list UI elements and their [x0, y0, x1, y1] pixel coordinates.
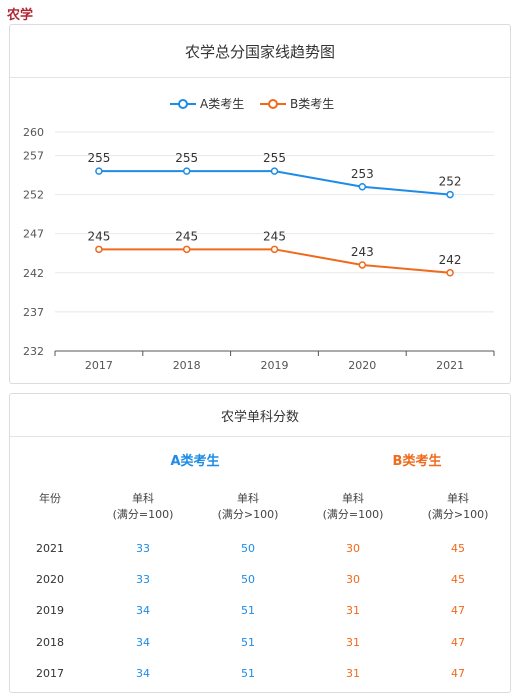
x-tick-label: 2019 — [261, 359, 289, 372]
legend-label: A类考生 — [200, 97, 244, 111]
data-label: 243 — [351, 245, 374, 259]
cell-a-over100: 50 — [241, 542, 255, 555]
cell-a-100: 34 — [136, 604, 150, 617]
data-label: 245 — [263, 229, 286, 243]
cell-a-over100: 51 — [241, 636, 255, 649]
table-title-bar: 农学单科分数 — [10, 394, 510, 437]
data-point — [95, 245, 103, 254]
data-label: 255 — [263, 151, 286, 165]
data-label: 255 — [87, 151, 110, 165]
legend-label: B类考生 — [290, 97, 334, 111]
table-row: 2021 33 50 30 45 — [10, 542, 510, 562]
data-label: 245 — [87, 229, 110, 243]
chart-card: 农学总分国家线趋势图 A类考生 B类考生 232 237 242 247 252 257 260… — [9, 24, 511, 384]
header-a-over100: 单科 (满分>100) — [208, 491, 288, 523]
table-title: 农学单科分数 — [220, 409, 299, 425]
page-label: 农学 — [7, 8, 34, 23]
cell-year: 2018 — [36, 636, 64, 649]
header-line1: 单科 — [447, 492, 469, 505]
header-line2: (满分=100) — [322, 508, 384, 521]
y-tick-label: 242 — [23, 267, 44, 280]
header-b-100: 单科 (满分=100) — [313, 491, 393, 523]
table-header-row: 年份 单科 (满分=100) 单科 (满分>100) 单科 (满分=100) 单… — [10, 491, 510, 527]
data-label: 253 — [351, 167, 374, 181]
header-line1: 单科 — [132, 492, 154, 505]
header-line1: 年份 — [39, 492, 61, 505]
y-tick-label: 257 — [23, 149, 44, 162]
data-point — [358, 183, 367, 191]
cell-b-over100: 47 — [451, 667, 465, 680]
line-chart: A类考生 B类考生 232 237 242 247 252 257 260 2017 2018 201… — [23, 97, 495, 372]
data-point — [446, 190, 454, 199]
x-tick-label: 2021 — [436, 359, 464, 372]
data-point — [270, 167, 279, 175]
cell-a-over100: 51 — [241, 604, 255, 617]
group-a-label: A类考生 — [170, 454, 220, 469]
header-line1: 单科 — [342, 492, 364, 505]
data-point — [182, 245, 191, 254]
cell-b-over100: 45 — [451, 573, 465, 586]
header-a-100: 单科 (满分=100) — [103, 491, 183, 523]
cell-b-100: 30 — [346, 542, 360, 555]
cell-a-over100: 50 — [241, 573, 255, 586]
cell-a-100: 34 — [136, 667, 150, 680]
y-tick-label: 232 — [23, 345, 44, 358]
cell-year: 2020 — [36, 573, 64, 586]
data-point — [446, 269, 454, 277]
table-row: 2020 33 50 30 45 — [10, 573, 510, 593]
chart-title: 农学总分国家线趋势图 — [184, 42, 335, 61]
cell-b-over100: 47 — [451, 636, 465, 649]
cell-a-over100: 51 — [241, 667, 255, 680]
header-year: 年份 — [10, 491, 90, 507]
x-tick-label: 2018 — [173, 359, 201, 372]
y-tick-label: 247 — [23, 228, 44, 241]
x-tick-label: 2017 — [85, 359, 113, 372]
cell-year: 2021 — [36, 542, 64, 555]
table-row: 2018 34 51 31 47 — [10, 636, 510, 656]
group-header-row: A类考生 B类考生 — [10, 450, 510, 470]
legend-marker — [178, 99, 188, 109]
cell-year: 2017 — [36, 667, 64, 680]
y-tick-label: 260 — [23, 126, 44, 139]
data-label: 255 — [175, 151, 198, 165]
cell-a-100: 34 — [136, 636, 150, 649]
y-tick-label: 252 — [23, 189, 44, 202]
cell-b-100: 31 — [346, 604, 360, 617]
cell-a-100: 33 — [136, 542, 150, 555]
cell-b-over100: 45 — [451, 542, 465, 555]
data-point — [95, 167, 103, 175]
cell-b-over100: 47 — [451, 604, 465, 617]
table-row: 2017 34 51 31 47 — [10, 667, 510, 687]
header-line2: (满分>100) — [427, 508, 489, 521]
header-line2: (满分>100) — [217, 508, 279, 521]
data-label: 242 — [439, 253, 462, 267]
data-point — [358, 261, 367, 269]
x-tick-label: 2020 — [348, 359, 376, 372]
chart-title-bar: 农学总分国家线趋势图 — [10, 25, 510, 78]
table-row: 2019 34 51 31 47 — [10, 604, 510, 624]
header-b-over100: 单科 (满分>100) — [418, 491, 498, 523]
cell-b-100: 30 — [346, 573, 360, 586]
data-point — [270, 245, 279, 254]
group-b-label: B类考生 — [392, 454, 442, 469]
header-line2: (满分=100) — [112, 508, 174, 521]
data-label: 245 — [175, 229, 198, 243]
y-tick-label: 237 — [23, 306, 44, 319]
score-table-card: 农学单科分数 A类考生 B类考生 年份 单科 (满分=100) 单科 (满分>1… — [9, 393, 511, 693]
data-point — [182, 167, 191, 175]
cell-a-100: 33 — [136, 573, 150, 586]
header-line1: 单科 — [237, 492, 259, 505]
legend-marker — [268, 99, 278, 109]
cell-b-100: 31 — [346, 636, 360, 649]
cell-year: 2019 — [36, 604, 64, 617]
cell-b-100: 31 — [346, 667, 360, 680]
data-label: 252 — [439, 175, 462, 189]
